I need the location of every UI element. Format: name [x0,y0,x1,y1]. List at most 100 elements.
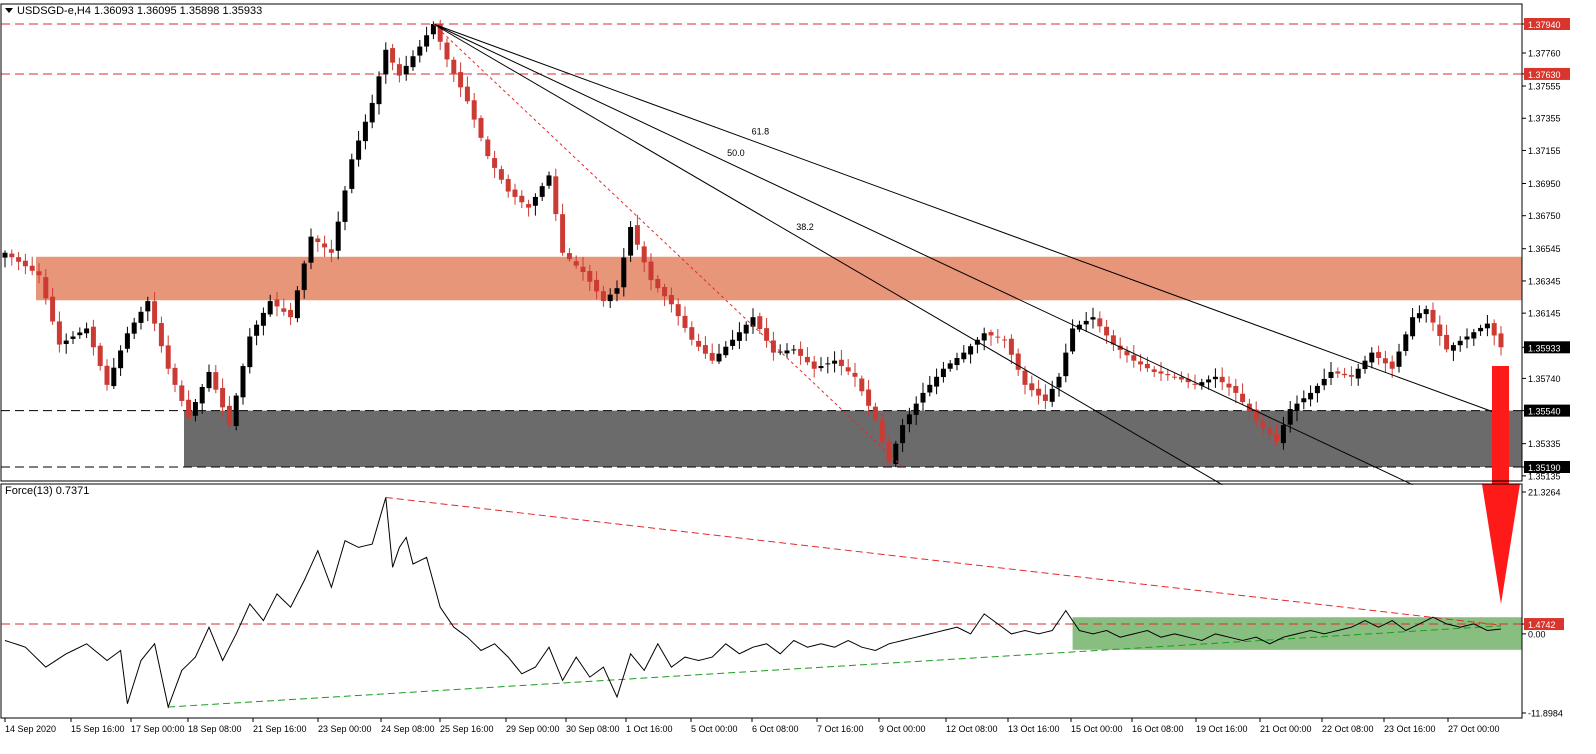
candle-body [1274,433,1280,442]
candle [254,320,260,346]
triangle-down-icon[interactable] [5,8,13,13]
price-tick-label: 1.36345 [1528,276,1561,286]
candle [1450,342,1456,362]
candle-body [1430,309,1436,323]
candle-body [315,238,321,243]
candle [1015,348,1021,376]
candle-body [16,257,22,262]
candle-body [1450,345,1456,351]
candle [818,357,824,372]
symbol-ohlc-label: USDSGD-e,H4 1.36093 1.36095 1.35898 1.35… [17,5,262,17]
candle-body [716,353,722,362]
candle-body [226,405,232,426]
candle-body [36,271,42,276]
candle-body [179,385,185,401]
candle [70,331,76,345]
candle [288,302,294,326]
candle [838,350,844,376]
candle [9,249,15,266]
force-tick-label: 21.3264 [1528,488,1561,498]
candle-body [852,372,858,377]
candle-body [308,236,314,263]
candle-body [281,308,287,312]
time-tick-label: 15 Oct 00:00 [1071,724,1123,734]
time-tick-label: 21 Sep 16:00 [253,724,307,734]
candle [947,359,953,372]
candle-body [383,49,389,75]
price-tag: 1.35933 [1528,343,1561,353]
candle [424,26,430,52]
candle-body [186,399,192,418]
candle [594,271,600,300]
candle-body [1124,350,1130,356]
time-tick-label: 19 Oct 16:00 [1196,724,1248,734]
candle-body [1042,394,1048,401]
candle [342,186,348,231]
candle-body [634,225,640,245]
candle-body [1172,376,1178,378]
candle-body [1444,334,1450,350]
price-tick-label: 1.36750 [1528,211,1561,221]
candle-body [1015,353,1021,370]
candle-body [621,257,627,288]
candle-body [770,340,776,353]
candle [478,115,484,142]
candle-body [859,378,865,392]
candle-body [131,322,137,334]
candle [702,336,708,359]
candle [1437,315,1443,346]
candle-body [9,253,15,258]
candle-body [70,336,76,339]
candle-body [1382,358,1388,364]
candle-body [818,366,824,369]
candle-body [152,301,158,324]
candle-body [1029,383,1035,391]
price-tick-label: 1.35135 [1528,471,1561,481]
candle-body [1308,392,1314,400]
candle [832,351,838,373]
candle-body [158,323,164,347]
candle [124,326,130,353]
candle-body [505,179,511,192]
candle-body [97,345,103,367]
candle-body [995,336,1001,338]
candle [1274,423,1280,447]
price-tag-bg [1524,67,1570,80]
candle-body [628,226,634,256]
candle [764,318,770,348]
candle [444,38,450,68]
time-tick-label: 29 Sep 00:00 [506,724,560,734]
candle-body [1342,373,1348,376]
candle [1131,345,1137,368]
candle-body [1219,376,1225,383]
candle [233,393,239,431]
candle-body [764,328,770,341]
candle-body [1369,352,1375,363]
fan-label: 61.8 [752,126,770,136]
candle [743,321,749,341]
candle-body [396,64,402,76]
candle-body [1212,376,1218,380]
candle-body [1335,371,1341,374]
candle [1410,307,1416,340]
candle-body [138,311,144,323]
candle-body [954,357,960,366]
candle [104,359,110,391]
candle-body [1389,361,1395,369]
candle [866,380,872,416]
candle [1355,363,1361,386]
candle [1328,361,1334,385]
candle-body [294,290,300,319]
candle-body [322,243,328,248]
candle [750,308,756,334]
candle [573,255,579,269]
candle-body [1008,338,1014,355]
candle-body [757,316,763,329]
candle [872,402,878,423]
candle-body [1036,388,1042,396]
candle [192,398,198,422]
candle-body [342,190,348,222]
candle [213,364,219,394]
candle-body [1416,313,1422,319]
candle-body [356,140,362,160]
